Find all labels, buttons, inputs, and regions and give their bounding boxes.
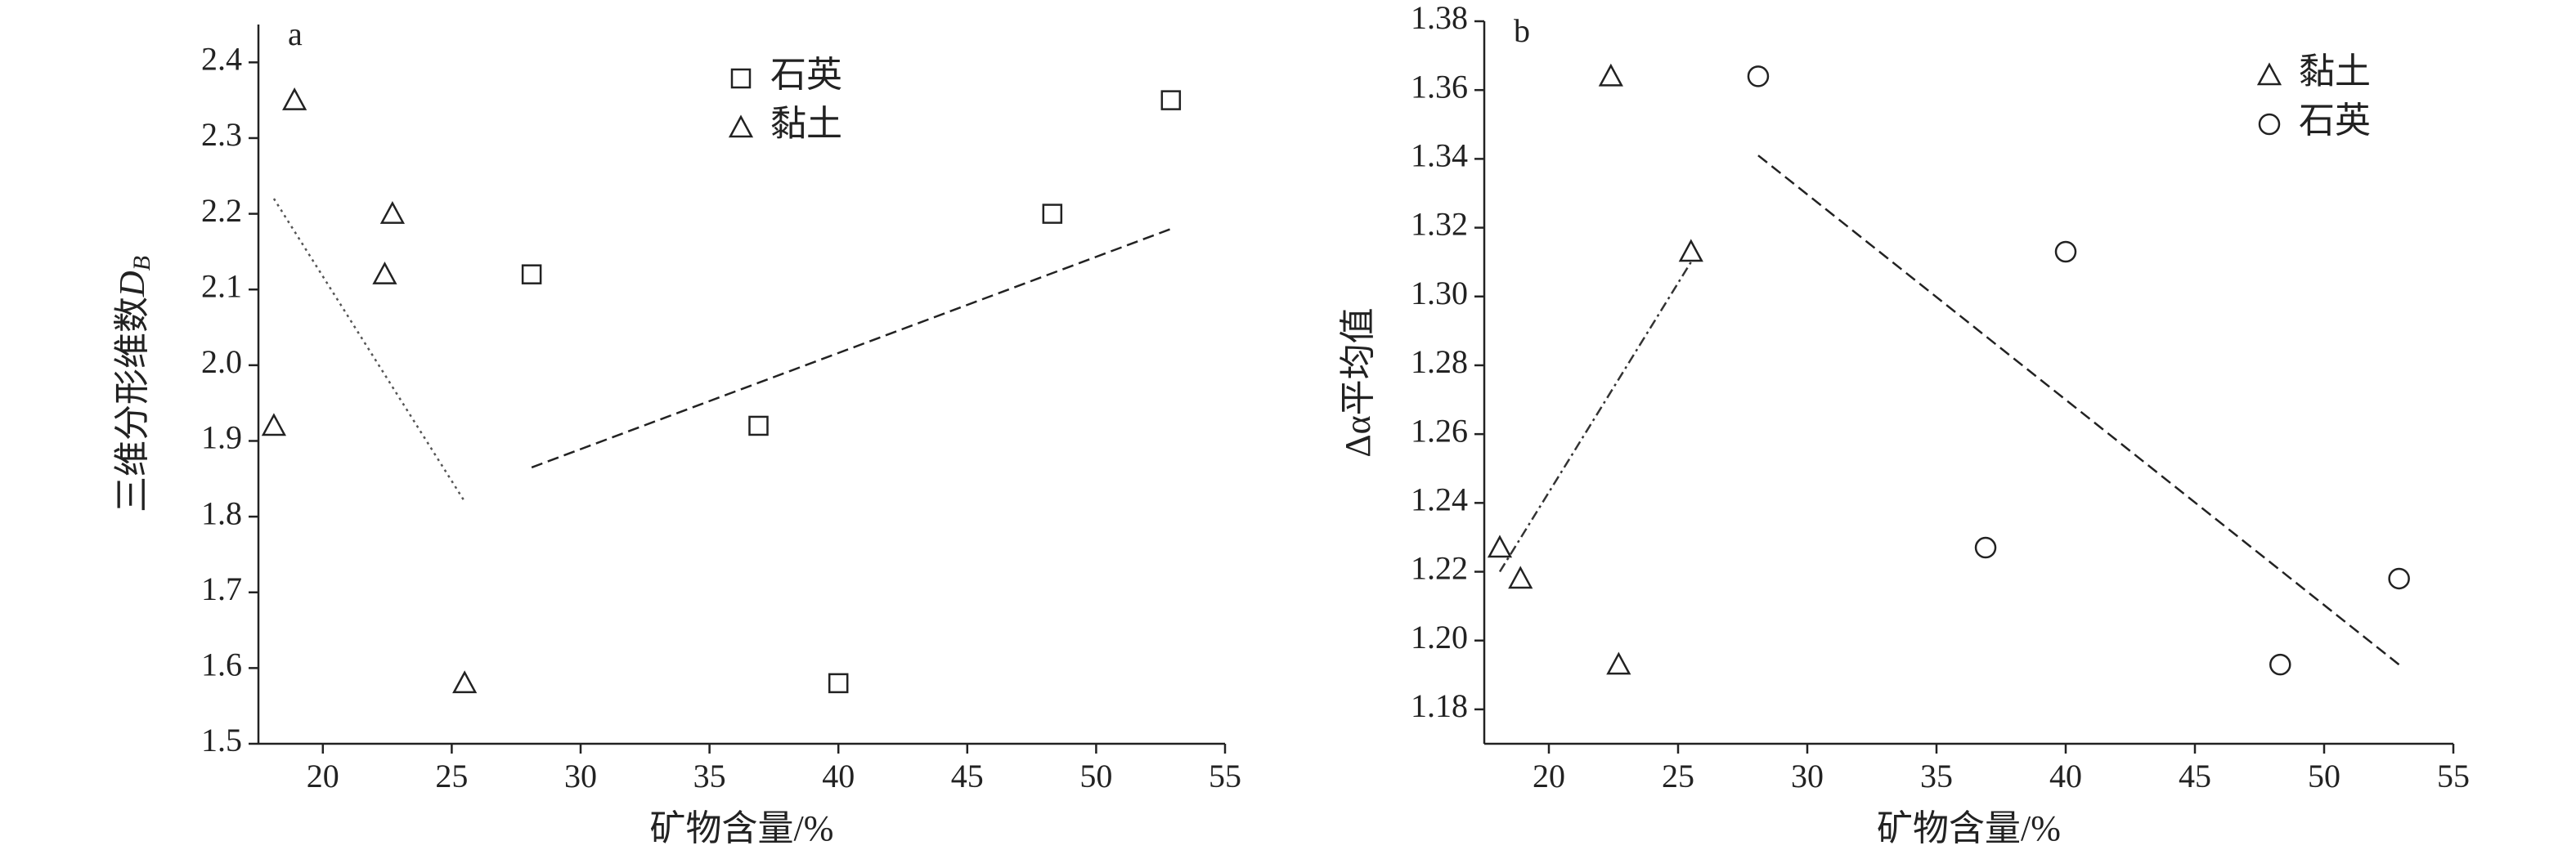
marker-triangle (1606, 651, 1631, 675)
y-axis-label-text: Δα平均值 (1338, 307, 1378, 457)
marker-square (828, 673, 849, 694)
x-tick-label: 45 (951, 758, 984, 794)
x-tick-label: 25 (1662, 758, 1694, 794)
x-tick-label: 30 (1791, 758, 1824, 794)
y-tick-label: 2.4 (201, 40, 242, 77)
marker-triangle (379, 200, 406, 224)
trend-line (531, 227, 1172, 469)
x-tick-label: 40 (2049, 758, 2082, 794)
marker-circle (2269, 653, 2291, 676)
y-tick-label: 1.32 (1411, 206, 1468, 243)
x-tick-label: 40 (822, 758, 855, 794)
x-tick-label: 25 (435, 758, 468, 794)
x-tick-label: 45 (2179, 758, 2211, 794)
marker-circle (1974, 536, 1997, 559)
trend-line (1498, 262, 1692, 573)
marker-circle (2258, 113, 2281, 136)
marker-triangle (2256, 62, 2282, 86)
marker-circle (1747, 65, 1770, 87)
y-tick-label: 1.26 (1411, 412, 1468, 449)
marker-triangle (1598, 63, 1623, 87)
y-tick-label: 2.3 (201, 116, 242, 153)
marker-square (730, 68, 752, 89)
y-axis-label: Δα平均值 (1338, 307, 1378, 457)
x-tick-label: 50 (1079, 758, 1112, 794)
y-axis-label-symbol: D (112, 271, 152, 298)
marker-square (748, 415, 769, 436)
x-tick-label: 55 (2437, 758, 2470, 794)
legend-label: 黏土 (2299, 51, 2371, 92)
x-tick-label: 50 (2308, 758, 2340, 794)
marker-square (1042, 204, 1063, 224)
y-tick-label: 1.7 (201, 570, 242, 607)
x-tick-label: 20 (1533, 758, 1565, 794)
y-tick-label: 2.1 (201, 267, 242, 304)
y-tick-label: 1.9 (201, 419, 242, 456)
y-tick-label: 1.5 (201, 722, 242, 758)
y-axis-label-text: 三维分形维数 (112, 297, 152, 512)
y-axis-label: 三维分形维数DB (112, 256, 155, 512)
y-tick-label: 1.18 (1411, 687, 1468, 724)
y-tick-label: 1.6 (201, 646, 242, 683)
marker-square (1160, 90, 1182, 110)
marker-triangle (728, 114, 754, 138)
y-tick-label: 1.34 (1411, 137, 1468, 174)
y-axis-label-subscript: B (128, 256, 155, 271)
x-axis-label: 矿物含量/% (650, 808, 834, 848)
marker-triangle (261, 413, 287, 436)
marker-triangle (282, 87, 307, 110)
y-tick-label: 1.38 (1411, 0, 1468, 36)
marker-triangle (1508, 566, 1533, 589)
x-tick-label: 55 (1209, 758, 1241, 794)
trend-line (1757, 154, 2400, 666)
legend-label: 石英 (2299, 101, 2371, 141)
marker-triangle (1487, 535, 1513, 558)
panel-label: b (1514, 12, 1530, 49)
x-tick-label: 35 (1920, 758, 1953, 794)
y-tick-label: 1.24 (1411, 481, 1468, 518)
x-tick-label: 30 (564, 758, 597, 794)
y-tick-label: 1.36 (1411, 68, 1468, 105)
legend-label: 黏土 (770, 104, 842, 144)
x-axis-label: 矿物含量/% (1877, 808, 2061, 848)
y-tick-label: 1.28 (1411, 343, 1468, 380)
y-tick-label: 2.0 (201, 343, 242, 380)
marker-circle (2054, 240, 2077, 263)
y-tick-label: 1.22 (1411, 550, 1468, 587)
y-tick-label: 1.30 (1411, 275, 1468, 311)
marker-triangle (452, 670, 478, 694)
marker-square (521, 264, 542, 284)
y-tick-label: 1.20 (1411, 619, 1468, 655)
trend-line (272, 198, 466, 503)
panel-label: a (288, 16, 303, 52)
y-tick-label: 1.8 (201, 494, 242, 531)
marker-triangle (372, 262, 397, 284)
marker-triangle (1678, 239, 1703, 262)
legend-label: 石英 (770, 55, 842, 95)
x-tick-label: 20 (307, 758, 339, 794)
marker-circle (2388, 567, 2410, 590)
x-tick-label: 35 (693, 758, 726, 794)
y-tick-label: 2.2 (201, 192, 242, 229)
